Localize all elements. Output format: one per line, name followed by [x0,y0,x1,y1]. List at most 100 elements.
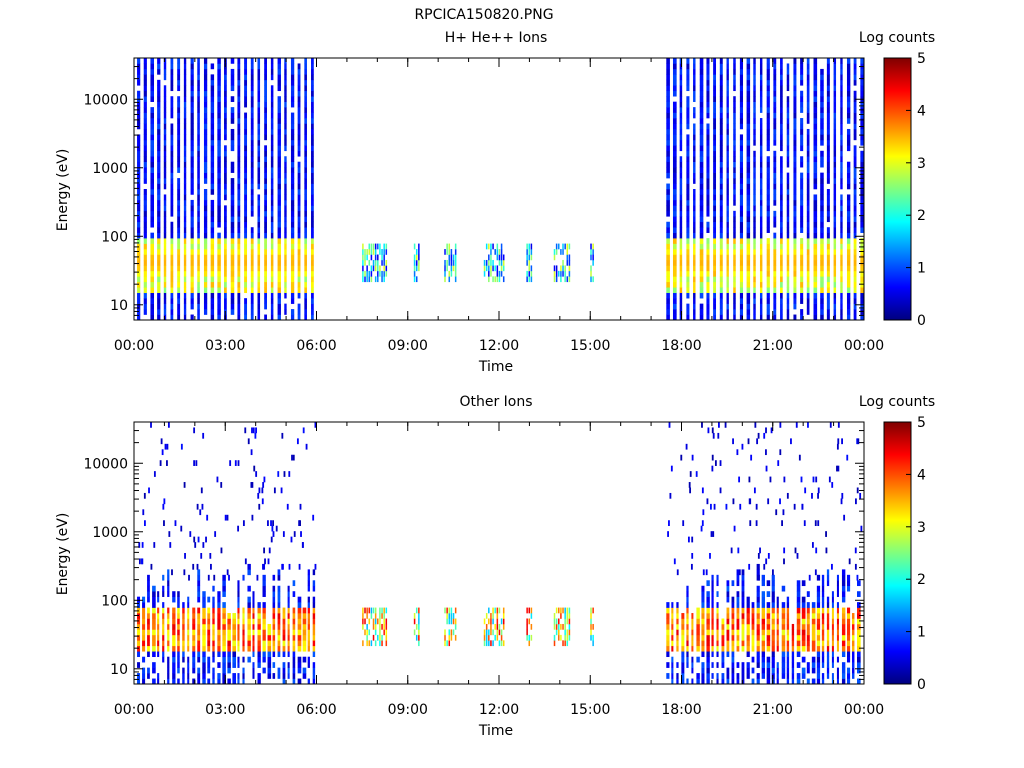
spectrogram-cell [210,563,212,570]
spectrogram-cell [713,314,717,321]
spectrogram-cell [786,112,790,119]
spectrogram-cell [177,63,181,70]
spectrogram-cell [800,281,804,288]
spectrogram-cell [840,287,843,294]
spectrogram-cell [277,128,281,135]
spectrogram-cell [282,634,286,641]
spectrogram-cell [766,63,770,70]
spectrogram-cell [224,90,227,97]
spectrogram-cell [183,309,187,315]
spectrogram-cell [302,613,307,619]
spectrogram-cell [290,194,295,201]
spectrogram-cell [157,613,160,619]
spectrogram-cell [448,259,451,266]
spectrogram-cell [793,265,797,272]
spectrogram-cell [304,243,307,250]
spectrogram-cell [746,183,751,190]
spectrogram-cell [304,74,307,81]
spectrogram-cell [224,265,227,272]
spectrogram-cell [816,574,821,581]
spectrogram-cell [137,314,141,321]
spectrogram-cell [857,602,861,608]
spectrogram-cell [780,63,783,70]
colorbar [883,421,912,685]
spectrogram-cell [831,613,834,619]
spectrogram-cell [813,243,818,250]
spectrogram-cell [713,79,717,86]
spectrogram-cell [177,96,181,102]
spectrogram-cell [177,613,180,619]
spectrogram-cell [681,623,685,630]
spectrogram-cell [771,591,775,597]
spectrogram-cell [817,492,819,499]
spectrogram-cell [699,194,704,201]
spectrogram-cell [860,74,864,81]
spectrogram-cell [157,107,161,113]
spectrogram-cell [383,629,385,636]
spectrogram-cell [801,645,806,652]
spectrogram-cell [197,189,200,195]
spectrogram-cell [860,194,864,201]
spectrogram-cell [257,210,261,217]
spectrogram-cell [197,161,200,168]
spectrogram-cell [813,85,818,92]
spectrogram-cell [284,167,287,173]
spectrogram-cell [413,259,416,266]
spectrogram-cell [262,656,266,663]
spectrogram-cell [833,172,837,179]
spectrogram-cell [793,270,797,277]
spectrogram-cell [183,303,187,310]
spectrogram-cell [170,178,174,184]
spectrogram-cell [733,167,736,173]
spectrogram-cell [564,634,566,641]
spectrogram-cell [143,172,147,179]
spectrogram-cell [217,183,221,190]
spectrogram-cell [676,607,679,614]
spectrogram-cell [257,167,261,173]
spectrogram-cell [746,74,751,81]
spectrogram-cell [846,249,851,255]
spectrogram-cell [452,265,455,272]
spectrogram-cell [244,287,248,294]
spectrogram-cell [800,292,804,299]
spectrogram-cell [190,161,194,168]
spectrogram-cell [264,90,267,97]
y-tick-label: 10000 [83,92,128,108]
spectrogram-cell [786,123,790,130]
spectrogram-cell [530,634,533,641]
spectrogram-cell [679,85,683,92]
spectrogram-cell [383,254,385,261]
spectrogram-cell [731,667,735,674]
spectrogram-cell [800,58,804,64]
spectrogram-cell [230,145,235,152]
spectrogram-cell [780,145,783,152]
spectrogram-cell [666,640,670,647]
spectrogram-cell [716,673,719,679]
spectrogram-cell [711,574,714,581]
spectrogram-cell [190,123,194,130]
spectrogram-cell [190,314,194,321]
spectrogram-cell [753,216,756,223]
spectrogram-cell [719,101,723,108]
spectrogram-cell [686,58,690,64]
spectrogram-cell [841,585,846,592]
spectrogram-cell [292,618,296,625]
spectrogram-cell [177,156,181,163]
spectrogram-cell [553,265,556,272]
spectrogram-cell [706,265,710,272]
spectrogram-cell [793,74,797,81]
spectrogram-cell [681,640,685,647]
spectrogram-cell [766,662,771,668]
spectrogram-cell [143,161,147,168]
spectrogram-cell [666,107,670,113]
spectrogram-cell [846,238,851,244]
spectrogram-cell [210,118,215,124]
spectrogram-cell [222,667,226,674]
spectrogram-cell [746,303,751,310]
spectrogram-cell [840,161,843,168]
spectrogram-cell [222,640,226,647]
spectrogram-cell [691,667,694,674]
spectrogram-cell [755,520,758,527]
spectrogram-cell [311,281,314,288]
spectrogram-cell [170,150,174,157]
